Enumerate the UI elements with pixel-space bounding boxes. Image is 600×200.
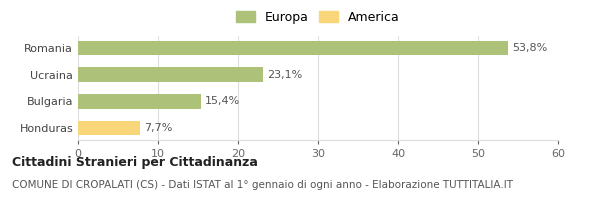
Bar (78, 121, 140, 135)
Text: COMUNE DI CROPALATI (CS) - Dati ISTAT al 1° gennaio di ogni anno - Elaborazione : COMUNE DI CROPALATI (CS) - Dati ISTAT al… (12, 180, 513, 190)
Bar (78, 67, 263, 82)
Bar (78, 41, 508, 55)
Text: 23,1%: 23,1% (267, 70, 302, 80)
Legend: Europa, America: Europa, America (233, 7, 403, 28)
Text: 7,7%: 7,7% (143, 123, 172, 133)
Text: Cittadini Stranieri per Cittadinanza: Cittadini Stranieri per Cittadinanza (12, 156, 258, 169)
Text: 15,4%: 15,4% (205, 96, 241, 106)
Text: 53,8%: 53,8% (512, 43, 548, 53)
Bar (78, 94, 201, 109)
